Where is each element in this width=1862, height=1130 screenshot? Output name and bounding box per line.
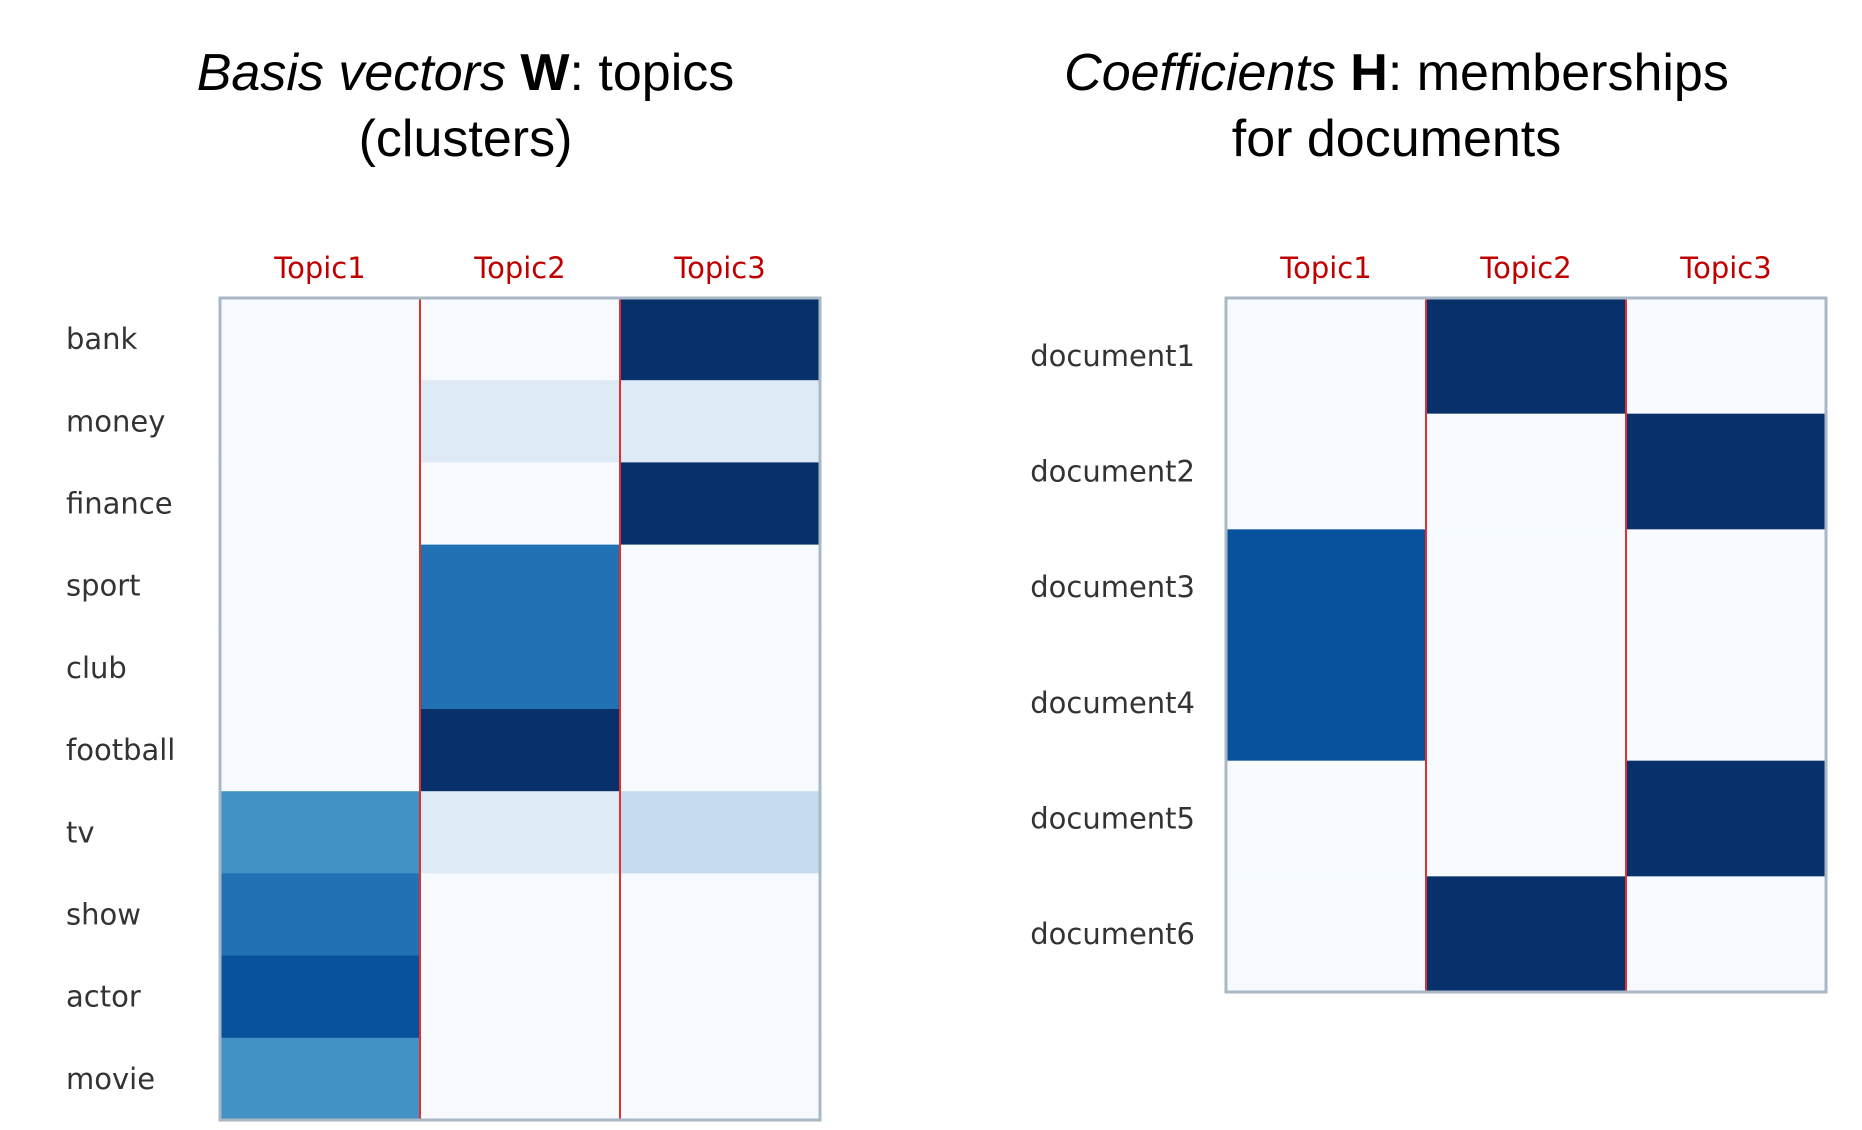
title-rest-part: : topics <box>569 44 735 102</box>
coef-cell-document2-topic2 <box>1426 413 1627 530</box>
basis-cell-show-topic3 <box>620 873 821 957</box>
coefficients-chart: Coefficients H: memberships for document… <box>931 0 1862 1125</box>
basis-cell-tv-topic3 <box>620 791 821 874</box>
coef-cell-document6-topic2 <box>1426 876 1627 993</box>
basis-column-label: Topic2 <box>473 251 565 285</box>
basis-cell-show-topic1 <box>220 873 421 957</box>
basis-row-label: actor <box>66 980 141 1014</box>
basis-vectors-heatmap: Topic1 Topic2 Topic3 bank money finance sport c… <box>66 251 822 1122</box>
title-bold-part: H <box>1350 44 1388 102</box>
basis-cells <box>220 298 821 1121</box>
basis-row-label: finance <box>66 487 173 521</box>
coef-cell-document2-topic3 <box>1626 413 1827 530</box>
basis-row-label: bank <box>66 322 138 356</box>
basis-cell-money-topic3 <box>620 380 821 463</box>
title-rest-part: : memberships <box>1387 44 1729 102</box>
basis-cell-football-topic3 <box>620 709 821 792</box>
basis-cell-tv-topic2 <box>420 791 621 874</box>
coef-row-label: document6 <box>1030 917 1195 951</box>
basis-cell-club-topic1 <box>220 626 421 710</box>
coef-row-label: document1 <box>1030 339 1195 373</box>
coefficients-heatmap: Topic1 Topic2 Topic3 document1 document2 docu… <box>1030 251 1828 994</box>
basis-cell-finance-topic2 <box>420 462 621 546</box>
title-line2: for documents <box>1231 110 1562 168</box>
basis-cell-actor-topic2 <box>420 955 621 1039</box>
coef-cell-document6-topic3 <box>1626 876 1827 993</box>
coef-row-label: document3 <box>1030 570 1195 604</box>
coef-cell-document4-topic2 <box>1426 645 1627 762</box>
coefficients-title: Coefficients H: memberships for document… <box>931 40 1862 172</box>
basis-cell-bank-topic3 <box>620 298 821 381</box>
basis-cell-tv-topic1 <box>220 791 421 874</box>
coef-cell-document5-topic1 <box>1226 760 1427 877</box>
basis-cell-movie-topic1 <box>220 1037 421 1121</box>
coef-row-label: document2 <box>1030 455 1195 489</box>
basis-cell-sport-topic2 <box>420 544 621 628</box>
basis-vectors-title: Basis vectors W: topics (clusters) <box>0 40 931 172</box>
title-italic-part: Basis vectors <box>196 44 506 102</box>
coef-column-label: Topic1 <box>1279 251 1371 285</box>
coef-cell-document4-topic3 <box>1626 645 1827 762</box>
coef-column-label: Topic2 <box>1479 251 1571 285</box>
basis-cell-football-topic2 <box>420 709 621 792</box>
basis-cell-football-topic1 <box>220 709 421 792</box>
basis-cell-club-topic2 <box>420 626 621 710</box>
basis-cell-finance-topic1 <box>220 462 421 546</box>
basis-column-label: Topic1 <box>273 251 365 285</box>
coef-frame <box>1224 296 1828 994</box>
basis-column-label: Topic3 <box>673 251 765 285</box>
basis-cell-sport-topic3 <box>620 544 821 628</box>
title-bold-part: W <box>520 44 570 102</box>
basis-cell-finance-topic3 <box>620 462 821 546</box>
coef-cell-document5-topic2 <box>1426 760 1627 877</box>
coef-column-label: Topic3 <box>1679 251 1771 285</box>
basis-cell-bank-topic2 <box>420 298 621 381</box>
coef-cell-document1-topic3 <box>1626 298 1827 415</box>
coef-cell-document1-topic1 <box>1226 298 1427 415</box>
title-line2: (clusters) <box>358 110 573 168</box>
basis-cell-bank-topic1 <box>220 298 421 381</box>
coef-cell-document3-topic3 <box>1626 529 1827 646</box>
coef-row-label: document5 <box>1030 802 1195 836</box>
coef-cell-document1-topic2 <box>1426 298 1627 415</box>
coef-cell-document6-topic1 <box>1226 876 1427 993</box>
basis-row-label: money <box>66 404 165 438</box>
basis-cell-sport-topic1 <box>220 544 421 628</box>
basis-row-label: movie <box>66 1062 155 1096</box>
basis-row-label: football <box>66 733 175 767</box>
title-italic-part: Coefficients <box>1064 44 1336 102</box>
basis-row-label: sport <box>66 569 141 603</box>
basis-vectors-chart: Basis vectors W: topics (clusters) Topic… <box>0 0 931 1125</box>
basis-cell-movie-topic2 <box>420 1037 621 1121</box>
basis-cell-actor-topic1 <box>220 955 421 1039</box>
basis-cell-actor-topic3 <box>620 955 821 1039</box>
basis-cell-movie-topic3 <box>620 1037 821 1121</box>
basis-frame <box>218 296 822 1122</box>
coef-cell-document3-topic1 <box>1226 529 1427 646</box>
basis-row-label: tv <box>66 815 95 849</box>
coef-cell-document5-topic3 <box>1626 760 1827 877</box>
coef-cells <box>1226 298 1827 993</box>
coef-cell-document3-topic2 <box>1426 529 1627 646</box>
coef-row-label: document4 <box>1030 686 1195 720</box>
basis-cell-club-topic3 <box>620 626 821 710</box>
basis-row-label: club <box>66 651 127 685</box>
coef-cell-document2-topic1 <box>1226 413 1427 530</box>
coef-cell-document4-topic1 <box>1226 645 1427 762</box>
basis-row-label: show <box>66 898 141 932</box>
basis-cell-money-topic2 <box>420 380 621 463</box>
basis-cell-show-topic2 <box>420 873 621 957</box>
basis-cell-money-topic1 <box>220 380 421 463</box>
